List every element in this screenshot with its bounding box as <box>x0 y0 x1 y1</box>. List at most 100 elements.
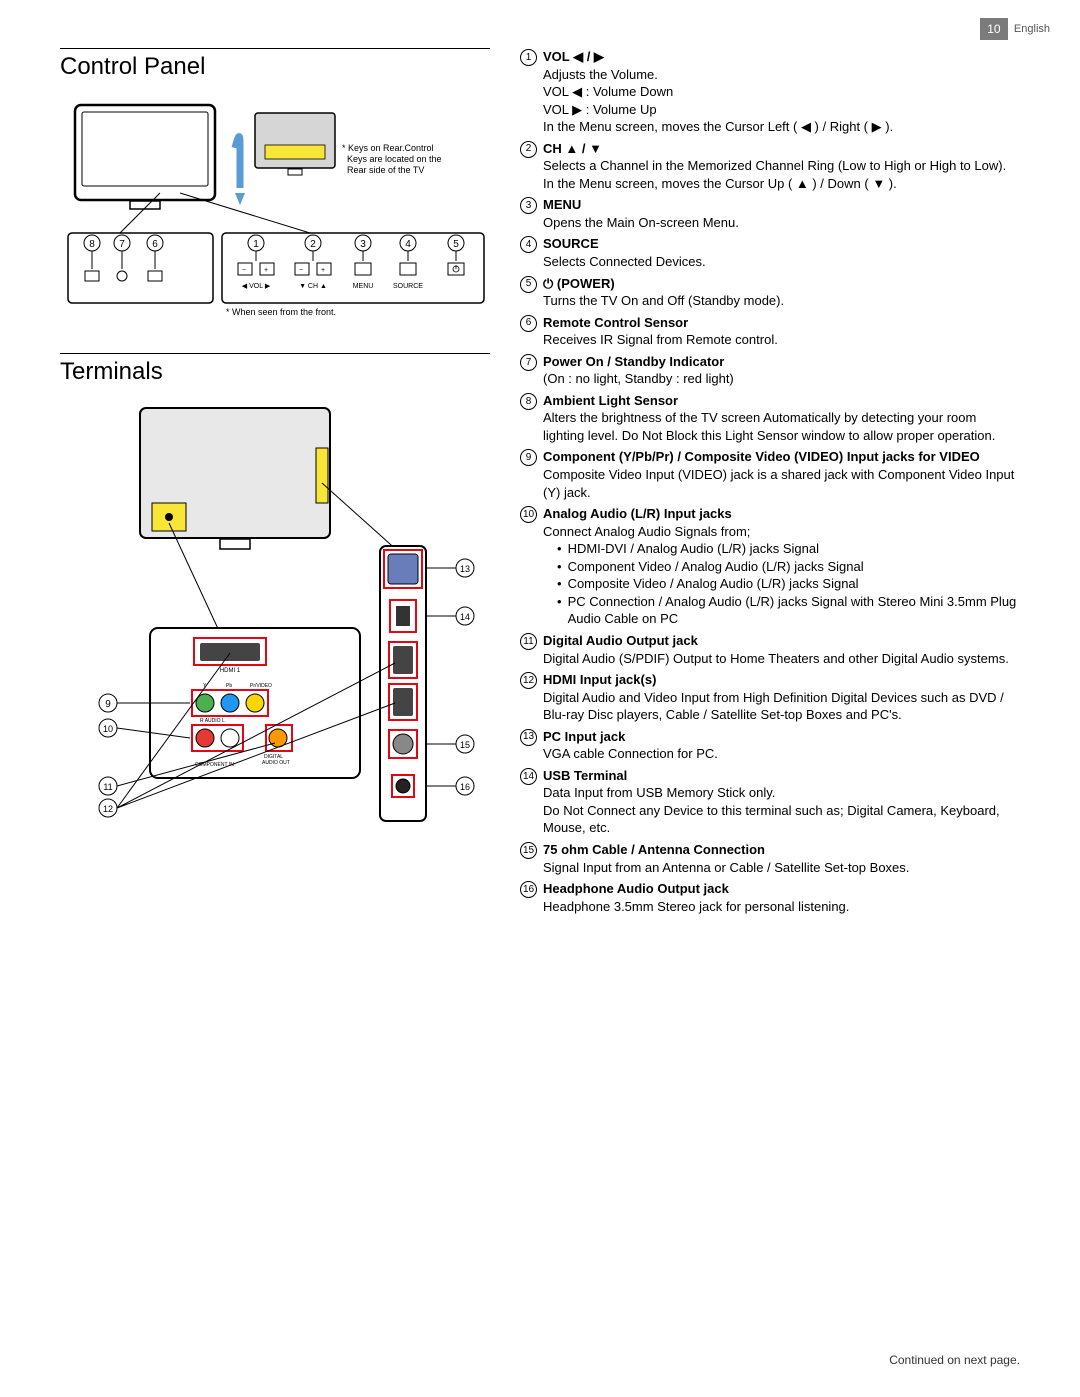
item-desc: Signal Input from an Antenna or Cable / … <box>543 859 1020 877</box>
item-desc: VGA cable Connection for PC. <box>543 745 1020 763</box>
item-number: 9 <box>520 449 537 466</box>
item-desc: Turns the TV On and Off (Standby mode). <box>543 292 1020 310</box>
svg-text:* When seen from the front.: * When seen from the front. <box>226 307 336 317</box>
item-title: Digital Audio Output jack <box>543 632 1020 650</box>
svg-text:R AUDIO L: R AUDIO L <box>200 718 225 724</box>
svg-text:14: 14 <box>460 612 470 622</box>
item-number: 16 <box>520 881 537 898</box>
item-body: MENUOpens the Main On-screen Menu. <box>543 196 1020 231</box>
page-number: 10 <box>987 22 1000 36</box>
item-number: 4 <box>520 236 537 253</box>
item-body: SOURCESelects Connected Devices. <box>543 235 1020 270</box>
svg-text:* Keys on Rear.Control: * Keys on Rear.Control <box>342 143 434 153</box>
bullet-list: HDMI-DVI / Analog Audio (L/R) jacks Sign… <box>543 540 1020 628</box>
control-panel-diagram: * Keys on Rear.Control Keys are located … <box>60 93 490 323</box>
bullet-dot <box>557 575 562 593</box>
svg-text:9: 9 <box>105 699 111 710</box>
item-number: 3 <box>520 197 537 214</box>
bullet-text: HDMI-DVI / Analog Audio (L/R) jacks Sign… <box>568 540 819 558</box>
item-desc: Headphone 3.5mm Stereo jack for personal… <box>543 898 1020 916</box>
item-body: Headphone Audio Output jackHeadphone 3.5… <box>543 880 1020 915</box>
item-body: ⏻ (POWER)Turns the TV On and Off (Standb… <box>543 275 1020 310</box>
svg-text:13: 13 <box>460 564 470 574</box>
page-header: 10 English <box>980 18 1050 40</box>
item-row: 4 SOURCESelects Connected Devices. <box>520 235 1020 270</box>
item-title: CH ▲ / ▼ <box>543 140 1020 158</box>
svg-text:Pb: Pb <box>226 683 232 689</box>
svg-text:11: 11 <box>103 782 112 792</box>
control-panel-heading: Control Panel <box>60 53 490 81</box>
svg-text:15: 15 <box>460 740 470 750</box>
divider <box>60 353 490 354</box>
item-desc: Receives IR Signal from Remote control. <box>543 331 1020 349</box>
item-row: 10Analog Audio (L/R) Input jacksConnect … <box>520 505 1020 628</box>
items-list: 1 VOL ◀ / ▶Adjusts the Volume.VOL ◀ : Vol… <box>520 48 1020 915</box>
bullet-text: PC Connection / Analog Audio (L/R) jacks… <box>568 593 1020 628</box>
terminals-heading: Terminals <box>60 358 490 386</box>
item-desc: Data Input from USB Memory Stick only.Do… <box>543 784 1020 837</box>
right-column: 1 VOL ◀ / ▶Adjusts the Volume.VOL ◀ : Vol… <box>520 48 1020 919</box>
item-number: 1 <box>520 49 537 66</box>
item-body: 75 ohm Cable / Antenna ConnectionSignal … <box>543 841 1020 876</box>
svg-text:2: 2 <box>310 239 316 250</box>
item-number: 2 <box>520 141 537 158</box>
svg-text:HDMI 1: HDMI 1 <box>220 668 241 674</box>
item-body: USB TerminalData Input from USB Memory S… <box>543 767 1020 837</box>
bullet-item: PC Connection / Analog Audio (L/R) jacks… <box>557 593 1020 628</box>
item-title: Remote Control Sensor <box>543 314 1020 332</box>
item-body: VOL ◀ / ▶Adjusts the Volume.VOL ◀ : Volu… <box>543 48 1020 136</box>
item-number: 13 <box>520 729 537 746</box>
item-number: 6 <box>520 315 537 332</box>
svg-text:+: + <box>321 267 325 274</box>
svg-text:Pr/VIDEO: Pr/VIDEO <box>250 683 272 689</box>
item-title: Power On / Standby Indicator <box>543 353 1020 371</box>
item-body: Component (Y/Pb/Pr) / Composite Video (V… <box>543 448 1020 501</box>
item-body: CH ▲ / ▼Selects a Channel in the Memoriz… <box>543 140 1020 193</box>
bullet-dot <box>557 540 562 558</box>
item-desc: (On : no light, Standby : red light) <box>543 370 1020 388</box>
item-title: USB Terminal <box>543 767 1020 785</box>
item-number: 10 <box>520 506 537 523</box>
bullet-item: Component Video / Analog Audio (L/R) jac… <box>557 558 1020 576</box>
svg-text:10: 10 <box>103 724 113 734</box>
item-body: Power On / Standby Indicator(On : no lig… <box>543 353 1020 388</box>
item-row: 9 Component (Y/Pb/Pr) / Composite Video (… <box>520 448 1020 501</box>
bullet-text: Composite Video / Analog Audio (L/R) jac… <box>568 575 859 593</box>
item-title: Headphone Audio Output jack <box>543 880 1020 898</box>
item-row: 14 USB TerminalData Input from USB Memory… <box>520 767 1020 837</box>
item-number: 8 <box>520 393 537 410</box>
svg-text:◀ VOL ▶: ◀ VOL ▶ <box>242 283 271 290</box>
svg-text:1: 1 <box>253 239 259 250</box>
item-desc: Selects Connected Devices. <box>543 253 1020 271</box>
item-row: 5⏻ (POWER)Turns the TV On and Off (Stand… <box>520 275 1020 310</box>
svg-text:5: 5 <box>453 239 459 250</box>
svg-text:16: 16 <box>460 782 470 792</box>
item-title: VOL ◀ / ▶ <box>543 48 1020 66</box>
item-title: ⏻ (POWER) <box>543 275 1020 293</box>
item-number: 7 <box>520 354 537 371</box>
item-title: Component (Y/Pb/Pr) / Composite Video (V… <box>543 448 1020 466</box>
item-number: 15 <box>520 842 537 859</box>
item-desc: Connect Analog Audio Signals from; <box>543 523 1020 541</box>
left-column: Control Panel * Keys on Rear.Control Key… <box>60 48 490 919</box>
svg-text:SOURCE: SOURCE <box>393 283 423 290</box>
item-body: HDMI Input jack(s)Digital Audio and Vide… <box>543 671 1020 724</box>
bullet-item: HDMI-DVI / Analog Audio (L/R) jacks Sign… <box>557 540 1020 558</box>
item-row: 2 CH ▲ / ▼Selects a Channel in the Memori… <box>520 140 1020 193</box>
item-row: 6 Remote Control SensorReceives IR Signal… <box>520 314 1020 349</box>
item-title: SOURCE <box>543 235 1020 253</box>
item-title: 75 ohm Cable / Antenna Connection <box>543 841 1020 859</box>
item-title: Ambient Light Sensor <box>543 392 1020 410</box>
item-desc: Alters the brightness of the TV screen A… <box>543 409 1020 444</box>
language-label: English <box>1008 23 1050 35</box>
svg-text:7: 7 <box>119 239 125 250</box>
continued-note: Continued on next page. <box>889 1353 1020 1367</box>
item-body: Remote Control SensorReceives IR Signal … <box>543 314 1020 349</box>
page-number-box: 10 <box>980 18 1008 40</box>
item-desc: Digital Audio and Video Input from High … <box>543 689 1020 724</box>
svg-text:12: 12 <box>103 804 113 814</box>
bullet-dot <box>557 558 562 576</box>
bullet-item: Composite Video / Analog Audio (L/R) jac… <box>557 575 1020 593</box>
item-row: 12HDMI Input jack(s)Digital Audio and Vi… <box>520 671 1020 724</box>
item-number: 14 <box>520 768 537 785</box>
